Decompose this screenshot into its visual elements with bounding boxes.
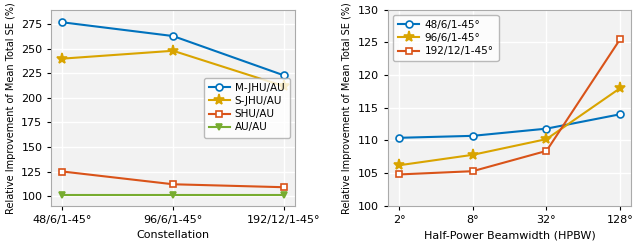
Y-axis label: Relative Improvement of Mean Total SE (%): Relative Improvement of Mean Total SE (%… — [342, 2, 352, 214]
192/12/1-45° — [395, 173, 403, 176]
S-JHU/AU — [169, 49, 177, 52]
192/12/1-45° — [469, 170, 477, 173]
Legend: M-JHU/AU, S-JHU/AU, SHU/AU, AU/AU: M-JHU/AU, S-JHU/AU, SHU/AU, AU/AU — [204, 78, 290, 138]
X-axis label: Constellation: Constellation — [136, 231, 210, 240]
48/6/1-45° — [469, 134, 477, 137]
M-JHU/AU — [280, 74, 287, 77]
48/6/1-45° — [616, 113, 624, 116]
Line: S-JHU/AU: S-JHU/AU — [57, 45, 289, 92]
AU/AU — [169, 194, 177, 197]
M-JHU/AU — [169, 35, 177, 38]
S-JHU/AU — [280, 85, 287, 88]
192/12/1-45° — [616, 38, 624, 41]
AU/AU — [280, 194, 287, 197]
Line: M-JHU/AU: M-JHU/AU — [59, 19, 287, 79]
48/6/1-45° — [395, 136, 403, 139]
96/6/1-45° — [395, 164, 403, 167]
SHU/AU — [169, 183, 177, 186]
48/6/1-45° — [543, 127, 550, 130]
Y-axis label: Relative Improvement of Mean Total SE (%): Relative Improvement of Mean Total SE (%… — [6, 2, 15, 214]
X-axis label: Half-Power Beamwidth (HPBW): Half-Power Beamwidth (HPBW) — [424, 231, 595, 240]
Legend: 48/6/1-45°, 96/6/1-45°, 192/12/1-45°: 48/6/1-45°, 96/6/1-45°, 192/12/1-45° — [393, 15, 499, 62]
Line: 48/6/1-45°: 48/6/1-45° — [396, 111, 624, 141]
AU/AU — [59, 194, 67, 197]
96/6/1-45° — [543, 138, 550, 141]
SHU/AU — [59, 170, 67, 173]
Line: 96/6/1-45°: 96/6/1-45° — [394, 82, 626, 171]
Line: AU/AU: AU/AU — [59, 192, 287, 199]
96/6/1-45° — [616, 87, 624, 90]
M-JHU/AU — [59, 21, 67, 24]
192/12/1-45° — [543, 149, 550, 152]
Line: 192/12/1-45°: 192/12/1-45° — [396, 35, 624, 178]
96/6/1-45° — [469, 153, 477, 156]
SHU/AU — [280, 186, 287, 189]
Line: SHU/AU: SHU/AU — [59, 168, 287, 191]
S-JHU/AU — [59, 57, 67, 60]
